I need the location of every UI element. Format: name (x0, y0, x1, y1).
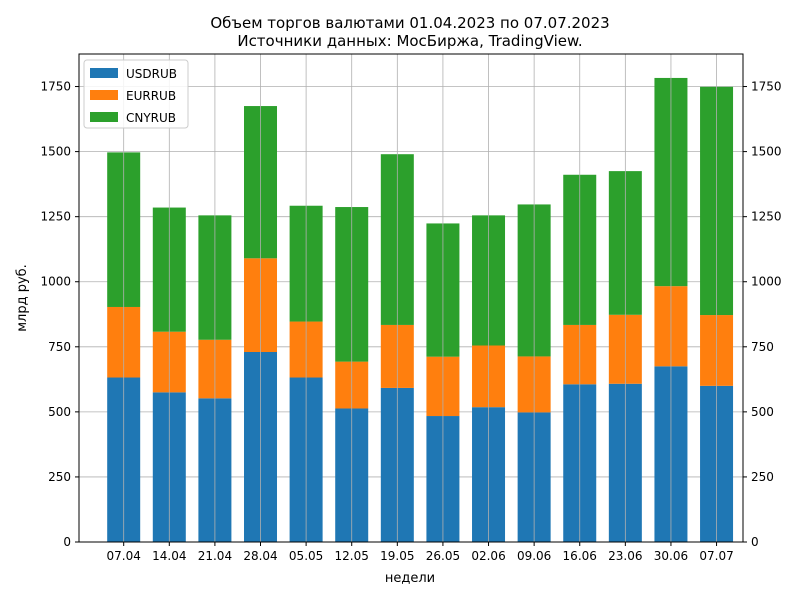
y-tick-label-right: 1000 (751, 275, 782, 289)
x-tick-label: 02.06 (471, 549, 505, 563)
y-tick-label-right: 1250 (751, 210, 782, 224)
y-tick-label-right: 750 (751, 340, 774, 354)
x-axis-label: недели (385, 571, 435, 586)
legend-label-eurrub: EURRUB (126, 89, 176, 103)
legend-label-usdrub: USDRUB (126, 67, 177, 81)
y-tick-label-right: 500 (751, 405, 774, 419)
x-tick-label: 12.05 (335, 549, 369, 563)
legend-swatch-cnyrub (90, 112, 118, 122)
y-tick-label-left: 750 (48, 340, 71, 354)
x-tick-label: 05.05 (289, 549, 323, 563)
legend-swatch-eurrub (90, 90, 118, 100)
chart-title-line2: Источники данных: МосБиржа, TradingView. (237, 32, 582, 50)
x-tick-label: 14.04 (152, 549, 186, 563)
bars-group (107, 54, 734, 542)
y-tick-label-right: 250 (751, 470, 774, 484)
x-tick-label: 28.04 (243, 549, 277, 563)
x-tick-label: 16.06 (563, 549, 597, 563)
legend-label-cnyrub: CNYRUB (126, 111, 176, 125)
y-tick-label-left: 0 (63, 535, 71, 549)
tick-labels: 0 0 250 250 500 500 750 750 1000 1000 1250 1250 1500… (40, 80, 781, 563)
x-tick-label: 09.06 (517, 549, 551, 563)
y-tick-label-right: 1500 (751, 145, 782, 159)
axes (75, 53, 747, 546)
y-tick-label-left: 1000 (40, 275, 71, 289)
x-tick-label: 07.07 (699, 549, 733, 563)
chart-title-line1: Объем торгов валютами 01.04.2023 по 07.0… (210, 14, 609, 32)
x-tick-label: 26.05 (426, 549, 460, 563)
y-tick-label-left: 1500 (40, 145, 71, 159)
y-tick-label-left: 250 (48, 470, 71, 484)
y-tick-label-right: 1750 (751, 80, 782, 94)
y-tick-label-left: 1250 (40, 210, 71, 224)
x-tick-label: 21.04 (198, 549, 232, 563)
legend-swatch-usdrub (90, 68, 118, 78)
legend: USDRUB EURRUB CNYRUB (83, 59, 189, 129)
x-tick-label: 19.05 (380, 549, 414, 563)
x-tick-label: 30.06 (654, 549, 688, 563)
y-tick-label-left: 500 (48, 405, 71, 419)
plot-frame (78, 53, 744, 543)
y-axis-label: млрд руб. (15, 264, 30, 332)
x-tick-label: 23.06 (608, 549, 642, 563)
y-tick-label-left: 1750 (40, 80, 71, 94)
y-tick-label-right: 0 (751, 535, 759, 549)
x-tick-label: 07.04 (107, 549, 141, 563)
